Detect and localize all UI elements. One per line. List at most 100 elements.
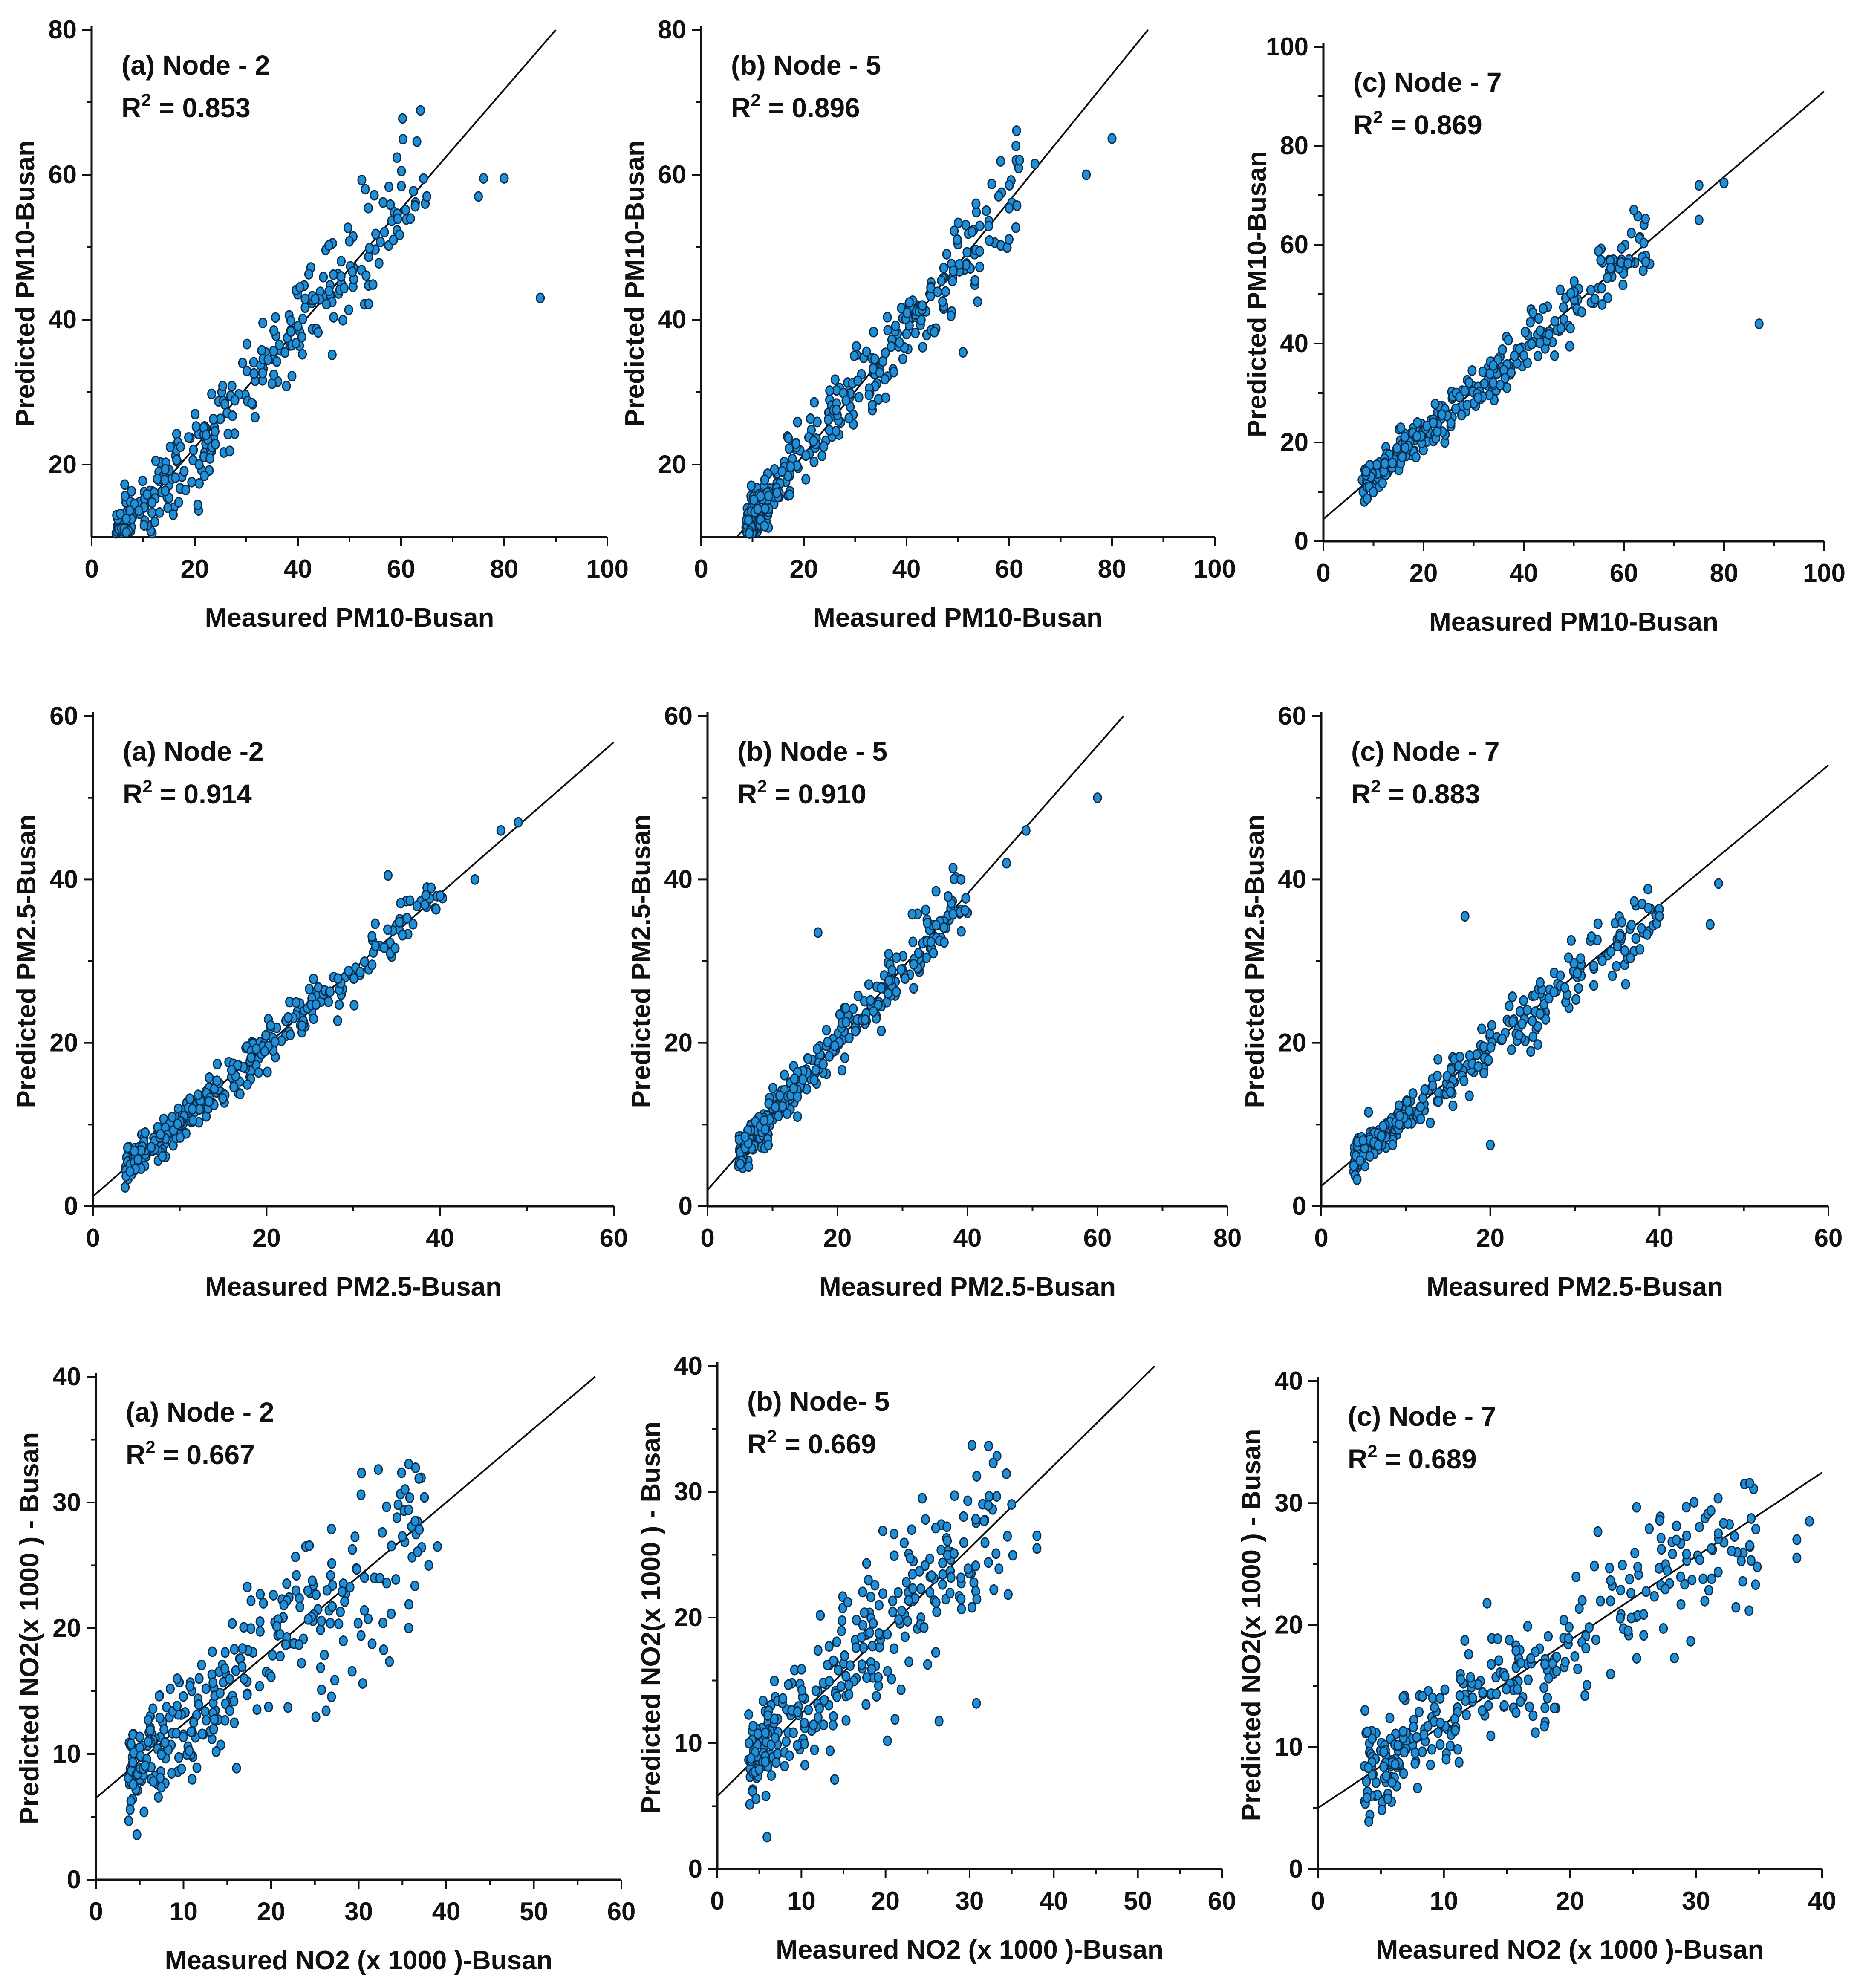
data-point <box>153 474 162 485</box>
data-point <box>205 453 215 464</box>
data-point <box>177 1763 186 1774</box>
data-point <box>144 1714 153 1725</box>
data-point <box>988 1458 998 1469</box>
data-point <box>121 513 131 524</box>
data-point <box>975 246 985 257</box>
panel-title: (c) Node - 7 <box>1348 1401 1496 1432</box>
chart-panel-9: 0 10 20 30 40 0 10 20 30 40 Measured NO2 (x 1000 )… <box>1237 1367 1836 1965</box>
data-point <box>232 1763 241 1774</box>
data-point <box>1539 1721 1549 1732</box>
data-point <box>1418 1746 1427 1757</box>
data-point <box>404 1599 413 1610</box>
data-point <box>233 1060 242 1071</box>
data-point <box>761 1790 771 1801</box>
data-point <box>404 1623 413 1634</box>
data-point <box>884 988 893 999</box>
data-point <box>1698 1573 1708 1584</box>
data-point <box>252 1704 262 1715</box>
data-point <box>121 1182 130 1193</box>
data-point <box>406 213 415 224</box>
data-point <box>1516 1658 1526 1669</box>
data-point <box>862 1672 871 1683</box>
outlier-point <box>1719 177 1729 188</box>
data-point <box>393 1499 403 1510</box>
data-point <box>901 1577 911 1588</box>
data-point <box>887 341 896 352</box>
data-point <box>188 1774 197 1785</box>
data-point <box>904 1595 913 1606</box>
data-point <box>375 237 385 248</box>
data-point <box>1656 1533 1666 1544</box>
x-axis-title: Measured PM2.5-Busan <box>819 1272 1116 1302</box>
data-point <box>374 1464 383 1475</box>
data-point <box>985 1491 994 1502</box>
data-point <box>771 1757 781 1768</box>
data-point <box>854 392 864 403</box>
data-point <box>349 1000 359 1011</box>
data-point <box>1511 1645 1521 1656</box>
data-point <box>154 1690 164 1702</box>
data-point <box>1649 1591 1659 1602</box>
data-point <box>1623 258 1632 269</box>
data-point <box>1409 1722 1418 1733</box>
data-point <box>1416 1113 1425 1124</box>
data-point <box>745 1799 754 1810</box>
data-point <box>883 1666 892 1677</box>
data-point <box>1528 1015 1537 1026</box>
data-point <box>1410 1747 1420 1758</box>
data-point <box>1413 417 1422 428</box>
data-point <box>173 1673 182 1684</box>
data-point <box>939 937 949 948</box>
y-tick-label: 20 <box>1278 1029 1306 1057</box>
data-point <box>809 1719 818 1731</box>
x-axis-title: Measured PM2.5-Busan <box>1427 1272 1723 1302</box>
data-point <box>1531 1727 1540 1738</box>
data-point <box>343 222 352 234</box>
data-point <box>1433 1054 1443 1065</box>
data-point <box>329 312 338 323</box>
outlier-point <box>1805 1516 1814 1527</box>
outlier-point <box>496 825 505 836</box>
data-point <box>1508 991 1517 1002</box>
data-point <box>1681 1502 1691 1513</box>
y-tick-label: 0 <box>64 1192 78 1220</box>
data-point <box>220 1663 229 1674</box>
data-point <box>837 1626 846 1637</box>
data-point <box>1550 350 1559 361</box>
data-point <box>1536 325 1545 336</box>
data-point <box>1566 288 1575 299</box>
data-point <box>1695 1554 1704 1565</box>
x-tick-label: 80 <box>1098 555 1126 583</box>
data-point <box>344 965 353 977</box>
data-point <box>1573 968 1582 979</box>
data-point <box>1382 1770 1391 1781</box>
data-point <box>1523 1621 1532 1632</box>
data-point <box>916 1583 925 1595</box>
data-point <box>762 1832 772 1843</box>
data-point <box>242 338 251 350</box>
data-point <box>1478 1705 1487 1716</box>
data-point <box>360 956 369 968</box>
data-point <box>303 1614 313 1625</box>
data-point <box>223 428 233 439</box>
data-point <box>179 1731 188 1742</box>
y-tick-label: 20 <box>52 1614 81 1642</box>
data-point <box>215 1687 225 1699</box>
data-point <box>230 1644 239 1655</box>
data-point <box>1349 1160 1358 1171</box>
data-point <box>218 1093 228 1104</box>
x-tick-label: 40 <box>1510 559 1538 587</box>
data-point <box>127 485 136 497</box>
data-point <box>1655 1515 1664 1526</box>
x-tick-label: 20 <box>871 1887 900 1915</box>
data-point <box>169 509 178 520</box>
data-point <box>815 1703 824 1714</box>
data-point <box>1514 1029 1524 1040</box>
data-point <box>1005 180 1014 191</box>
data-point <box>880 374 890 385</box>
scatter-points <box>744 1440 1042 1843</box>
data-point <box>883 1629 892 1640</box>
data-point <box>874 1628 884 1639</box>
data-point <box>1645 1523 1654 1534</box>
data-point <box>830 1774 839 1785</box>
